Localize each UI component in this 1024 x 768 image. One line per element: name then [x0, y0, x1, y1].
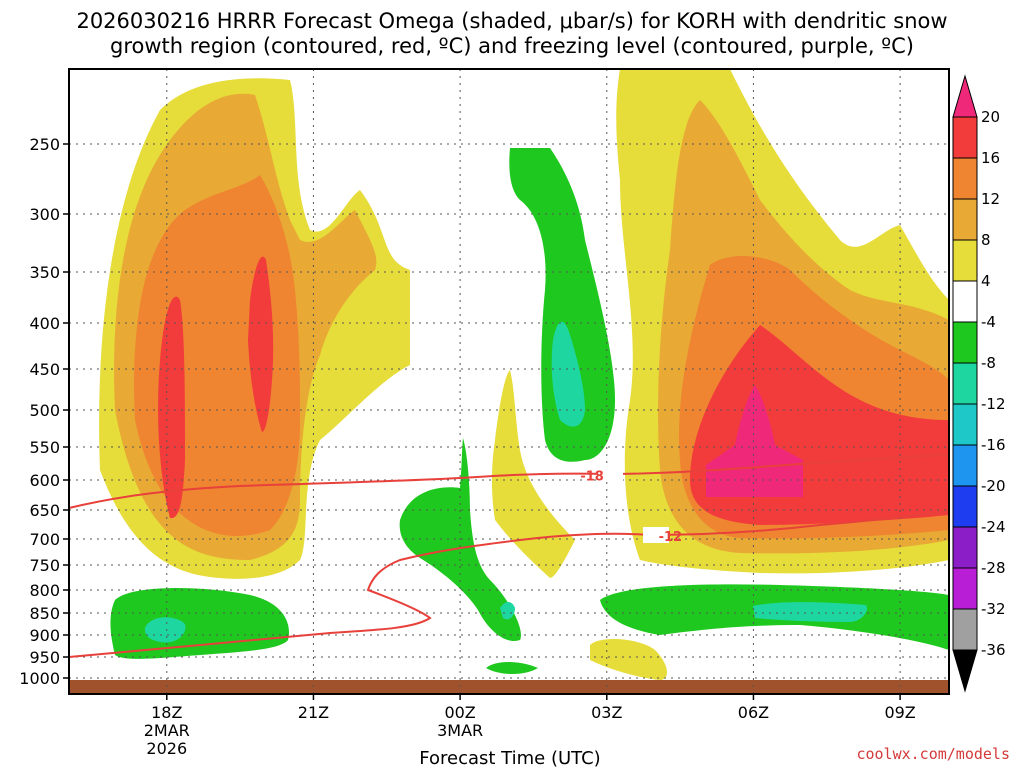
y-tick-label: 550: [29, 438, 60, 457]
chart-title-line-1: 2026030216 HRRR Forecast Omega (shaded, …: [76, 9, 947, 33]
contour-label-bg-minus18: [597, 465, 623, 481]
y-tick-label: 800: [29, 581, 60, 600]
colorbar-label: -16: [981, 436, 1006, 454]
omega-region-neg8-center: [500, 602, 515, 620]
colorbar-segment: [952, 157, 978, 200]
colorbar-segment: [952, 198, 978, 241]
x-tick-label: 06Z: [738, 703, 769, 722]
contour-label-minus18: -18: [580, 469, 604, 484]
colorbar-segment: [952, 280, 978, 323]
x-tick-label: 00Z: [444, 703, 475, 722]
colorbar-segment: [952, 321, 978, 364]
colorbar-segment: [952, 444, 978, 487]
colorbar-label: -24: [981, 518, 1006, 536]
colorbar-segment: [952, 403, 978, 446]
ground-surface: [69, 680, 949, 694]
omega-region-neg8-lowleft: [144, 617, 186, 643]
x-tick-sublabel: 2MAR: [144, 721, 190, 740]
colorbar-label: -12: [981, 395, 1006, 413]
x-tick-label: 18Z: [151, 703, 182, 722]
x-tick-sublabel: 3MAR: [437, 721, 483, 740]
y-tick-label: 850: [29, 604, 60, 623]
y-tick-label: 450: [29, 360, 60, 379]
plot-frame: [68, 68, 950, 695]
y-axis: 250 300 350 400 450 500 550 600 650 700 750 800 850 9…: [19, 135, 69, 688]
chart-title-line-2: growth region (contoured, red, ºC) and f…: [110, 34, 914, 58]
colorbar-segment: [952, 567, 978, 610]
omega-region-neg8-lowright: [753, 602, 867, 622]
omega-region-16-left-b: [248, 256, 274, 432]
omega-region-4-center: [491, 370, 575, 578]
y-tick-label: 950: [29, 648, 60, 667]
x-tick-label: 03Z: [591, 703, 622, 722]
colorbar-label: 12: [981, 190, 1000, 208]
y-tick-label: 600: [29, 471, 60, 490]
colorbar-segment: [952, 116, 978, 159]
colorbar-segment: [952, 485, 978, 528]
colorbar-label: -8: [981, 354, 996, 372]
colorbar-label: -32: [981, 600, 1006, 618]
omega-region-16-left-a: [158, 296, 185, 519]
x-tick-label: 09Z: [884, 703, 915, 722]
omega-region-neg8-upper: [551, 321, 585, 427]
y-tick-label: 350: [29, 263, 60, 282]
y-tick-label: 1000: [19, 669, 60, 688]
x-tick-label: 21Z: [298, 703, 329, 722]
omega-region-neg4-tiny: [486, 662, 538, 674]
colorbar-label: 4: [981, 272, 991, 290]
colorbar-label: 8: [981, 231, 991, 249]
colorbar-segment: [952, 362, 978, 405]
y-tick-label: 500: [29, 401, 60, 420]
y-tick-label: 700: [29, 530, 60, 549]
omega-region-neg4-upper: [509, 148, 615, 462]
contour-line-minus12: [68, 510, 950, 658]
colorbar-label: -28: [981, 559, 1006, 577]
omega-region-4-low: [590, 638, 667, 680]
source-credit: coolwx.com/models: [856, 745, 1010, 763]
contour-label-bg-minus12: [643, 527, 669, 543]
temperature-contours: -18 -12: [68, 454, 950, 658]
colorbar-top-triangle: [952, 74, 978, 118]
y-tick-label: 400: [29, 314, 60, 333]
contour-label-minus12: -12: [659, 530, 683, 545]
x-axis-title: Forecast Time (UTC): [419, 748, 600, 768]
colorbar-segment: [952, 608, 978, 651]
colorbar: 20 16 12 8 4 -4 -8 -12 -16 -20 -24 -28 -32 -36: [952, 74, 1006, 693]
colorbar-label: 20: [981, 108, 1000, 126]
colorbar-label: -20: [981, 477, 1006, 495]
colorbar-label: -4: [981, 313, 996, 331]
colorbar-segment: [952, 239, 978, 282]
y-tick-label: 900: [29, 626, 60, 645]
contour-line-minus18: [68, 454, 950, 509]
y-tick-label: 750: [29, 556, 60, 575]
colorbar-label: -36: [981, 641, 1006, 659]
colorbar-segment: [952, 526, 978, 569]
y-tick-label: 250: [29, 135, 60, 154]
y-tick-label: 650: [29, 501, 60, 520]
colorbar-label: 16: [981, 149, 1000, 167]
y-tick-label: 300: [29, 205, 60, 224]
x-tick-sublabel: 2026: [146, 739, 187, 758]
colorbar-bottom-triangle: [952, 649, 978, 693]
